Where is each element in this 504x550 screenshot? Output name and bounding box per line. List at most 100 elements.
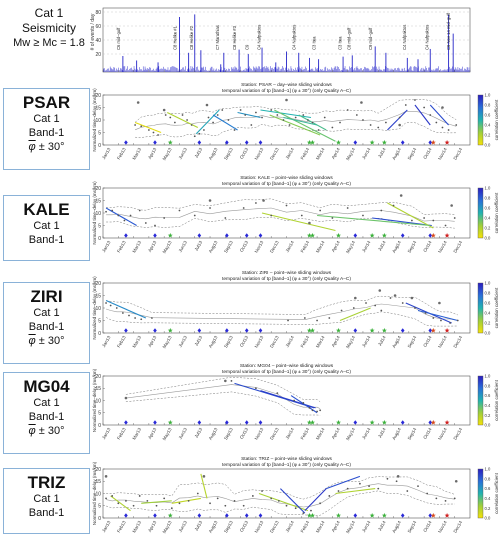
- panel-xtick-label: May13: [162, 427, 173, 442]
- colorbar-label: correlation coefficient: [494, 379, 499, 420]
- panel-data-point: [255, 387, 257, 390]
- panel-ytick-label: 15: [95, 198, 101, 204]
- panel-xtick-label: Aug13: [208, 335, 219, 349]
- panel-outlier-point: [441, 106, 444, 109]
- panel-data-point: [227, 119, 230, 121]
- panel-xtick-label: Jul14: [377, 240, 387, 252]
- panel-data-point: [440, 319, 442, 322]
- panel-label-cat: Cat 1: [33, 220, 60, 232]
- panel-data-point: [319, 409, 322, 412]
- panel-data-point: [244, 114, 247, 116]
- panel-regression-segment: [387, 202, 434, 229]
- panel-xtick-label: May14: [345, 147, 356, 162]
- panel-event-star: [444, 139, 450, 145]
- panel-data-point: [233, 129, 236, 131]
- panel-label-phi: φ ± 30°: [28, 425, 65, 437]
- panel-xtick-label: Jul13: [194, 520, 204, 532]
- panel-event-star: [381, 139, 387, 145]
- panel-data-point: [365, 302, 367, 304]
- panel-event-star: [381, 419, 387, 425]
- panel-data-point: [319, 209, 322, 212]
- panel-ytick-label: 0: [98, 143, 101, 149]
- panel-regression-segment: [429, 104, 449, 126]
- seismicity-plot: C6 mid–gulf C8 Helike #1 C8 Helike #2 C7 Ma…: [102, 7, 471, 73]
- panel-data-point: [261, 116, 263, 119]
- panel-data-point: [144, 222, 147, 224]
- panel-outlier-point: [136, 101, 140, 104]
- panel-regression-segment: [105, 207, 137, 226]
- panel-xtick-label: Oct13: [239, 520, 250, 533]
- colorbar-tick-label: 0.8: [485, 383, 491, 388]
- panel-xtick-label: Jul14: [377, 427, 387, 439]
- panel-regression-segment: [417, 309, 458, 322]
- panel-event-marker: [353, 420, 358, 425]
- panel-outlier-point: [162, 108, 166, 112]
- panel-ytick-label: 10: [95, 211, 101, 217]
- panel-ytick-label: 10: [95, 398, 101, 404]
- panel-xtick-label: Jan13: [101, 520, 112, 534]
- seismicity-ytick-label: 60: [95, 24, 101, 30]
- panel-data-point: [121, 312, 124, 314]
- panel-label-psar: PSAR Cat 1 Band-1 φ ± 30°: [3, 88, 90, 170]
- panel-ytick-label: 20: [95, 186, 101, 192]
- colorbar-tick-label: 0.4: [485, 216, 491, 221]
- panel-xtick-label: Jun14: [361, 240, 372, 254]
- panel-data-point: [178, 502, 181, 505]
- panel-xtick-label: Jun13: [178, 427, 189, 441]
- colorbar-label: correlation coefficient: [494, 192, 499, 233]
- panel-event-star: [430, 327, 436, 333]
- panel-xtick-label: Sep14: [407, 240, 418, 254]
- panel-data-point: [417, 485, 419, 488]
- panel-event-marker: [153, 420, 157, 425]
- panel-event-marker: [400, 513, 405, 518]
- panel-data-point: [173, 121, 176, 124]
- panel-data-point: [157, 134, 159, 136]
- panel-event-star: [444, 232, 450, 238]
- panel-regression-segment: [134, 121, 162, 134]
- panel-data-point: [287, 319, 289, 322]
- seismicity-event-label: C3 Itea: [312, 36, 317, 50]
- colorbar-tick-label: 0.8: [485, 196, 491, 201]
- panel-regression-segment: [326, 475, 361, 490]
- panel-xtick-label: Jan14: [285, 335, 296, 349]
- seismicity-event-label: C7 Marathias: [215, 25, 220, 50]
- panel-data-point: [270, 497, 273, 500]
- colorbar-label: correlation coefficient: [494, 99, 499, 140]
- panel-xtick-label: Oct14: [422, 427, 433, 440]
- seismicity-event-label: C3 Itea: [338, 36, 343, 50]
- colorbar-tick-label: 0.2: [485, 133, 491, 138]
- panel-data-point: [317, 129, 320, 131]
- panel-xtick-label: Apr13: [147, 240, 158, 253]
- panel-event-star: [381, 327, 387, 333]
- colorbar-tick-label: 0.8: [485, 476, 491, 481]
- panel-data-point: [123, 219, 126, 222]
- panel-ytick-label: 5: [98, 504, 101, 510]
- panel-event-marker: [258, 233, 263, 238]
- panel-data-point: [250, 124, 253, 126]
- panel-event-star: [306, 139, 312, 145]
- panel-regression-segment: [195, 109, 220, 135]
- panel-upper-bound: [134, 99, 457, 123]
- panel-xtick-label: Jan13: [101, 335, 112, 349]
- panel-trend-line: [106, 207, 455, 222]
- panel-data-point: [404, 104, 407, 106]
- panel-event-star: [167, 419, 173, 425]
- panel-xtick-label: May13: [162, 520, 173, 535]
- panel-frame: [102, 94, 471, 146]
- panel-event-marker: [153, 233, 157, 238]
- panel-data-point: [453, 497, 456, 500]
- panel-event-star: [444, 327, 450, 333]
- seismicity-event-label: C8 Helike #2: [189, 25, 194, 50]
- panel-event-star: [336, 327, 341, 333]
- colorbar-tick-label: 0.6: [485, 113, 491, 118]
- panel-regression-segment: [212, 114, 238, 131]
- panel-ytick-label: 20: [95, 281, 101, 287]
- colorbar-tick-label: 0.4: [485, 123, 491, 128]
- panel-data-point: [255, 202, 257, 204]
- panel-xtick-label: Mar14: [315, 147, 326, 161]
- panel-data-point: [423, 217, 426, 219]
- colorbar-tick-label: 0.4: [485, 403, 491, 408]
- seismicity-label: Cat 1 Seismicity Mw ≥ Mc = 1.8: [0, 6, 98, 51]
- panel-xtick-label: Nov13: [254, 427, 265, 441]
